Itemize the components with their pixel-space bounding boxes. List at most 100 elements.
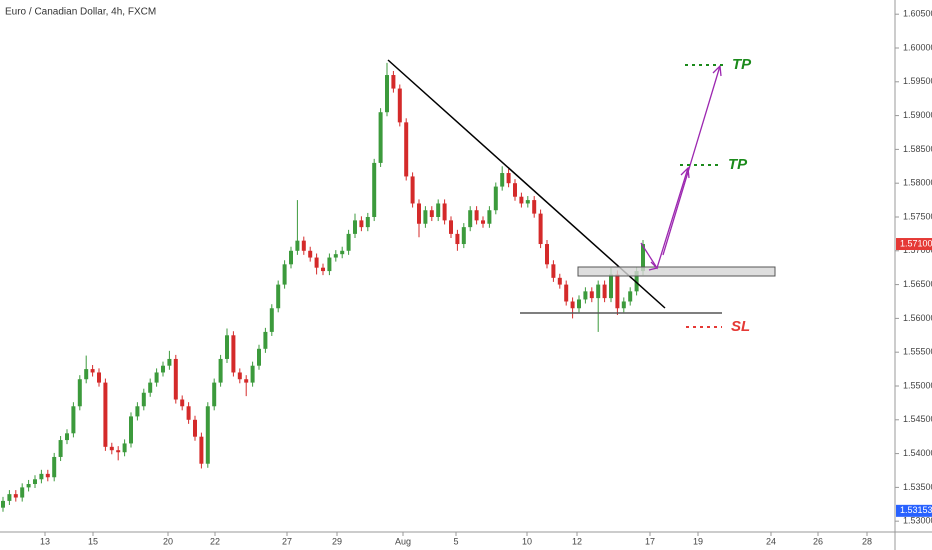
candle-body xyxy=(609,274,613,299)
candle-body xyxy=(493,186,498,211)
zone-box xyxy=(577,266,776,277)
candle-body xyxy=(449,220,453,234)
tp-label: TP xyxy=(732,56,752,73)
candle-body xyxy=(109,446,114,451)
candle-body xyxy=(161,365,165,373)
x-tick-label: Aug xyxy=(395,536,411,546)
candle-body xyxy=(621,301,626,309)
candle-body xyxy=(429,210,434,217)
candle-body xyxy=(90,369,95,373)
y-tick-label: 1.59000 xyxy=(903,110,932,120)
candle-body xyxy=(519,196,524,204)
candle-body xyxy=(442,203,447,221)
candle-body xyxy=(129,416,133,444)
candle-body xyxy=(474,210,479,221)
candle-body xyxy=(372,162,377,217)
candle-body xyxy=(269,308,274,332)
price-label-box xyxy=(896,504,932,517)
y-tick-label: 1.55500 xyxy=(903,347,932,357)
candle-body xyxy=(481,220,485,224)
y-tick-label: 1.54500 xyxy=(903,414,932,424)
x-tick-label: 19 xyxy=(693,536,703,546)
candle-body xyxy=(378,112,383,163)
candle-body xyxy=(641,244,645,272)
x-tick-label: 26 xyxy=(813,536,823,546)
candle-body xyxy=(615,274,620,309)
candle-body xyxy=(634,271,639,292)
chart-title: Euro / Canadian Dollar, 4h, FXCM xyxy=(5,7,156,18)
candle-body xyxy=(77,379,82,407)
price-label: 1.53153 xyxy=(900,505,932,515)
y-tick-label: 1.60500 xyxy=(903,9,932,19)
candle-body xyxy=(308,250,313,258)
plot xyxy=(1,62,645,512)
candle-body xyxy=(186,406,191,420)
candle-body xyxy=(321,267,325,272)
candle-body xyxy=(180,399,185,407)
candle-body xyxy=(500,173,505,187)
x-tick-label: 10 xyxy=(522,536,532,546)
candle-body xyxy=(557,277,562,285)
x-tick-label: 29 xyxy=(332,536,342,546)
candle-body xyxy=(84,369,89,380)
x-tick-label: 27 xyxy=(282,536,292,546)
arrowhead xyxy=(680,166,690,179)
candle-body xyxy=(455,233,460,245)
candle-body xyxy=(333,254,338,258)
candle-body xyxy=(436,203,441,217)
candle-body xyxy=(551,264,556,278)
y-tick-label: 1.53500 xyxy=(903,482,932,492)
candle-body xyxy=(276,284,281,309)
y-tick-label: 1.56500 xyxy=(903,279,932,289)
candle-body xyxy=(141,392,146,407)
y-tick-label: 1.57500 xyxy=(903,211,932,221)
candle-body xyxy=(173,358,178,400)
candle-body xyxy=(33,479,37,485)
y-tick-label: 1.54000 xyxy=(903,448,932,458)
x-tick-label: 12 xyxy=(572,536,582,546)
candle-body xyxy=(564,284,569,302)
candle-body xyxy=(154,372,159,383)
candle-body xyxy=(468,210,473,228)
candle-body xyxy=(385,75,389,113)
candle-body xyxy=(7,494,12,501)
arrow-path xyxy=(640,167,689,270)
candle-body xyxy=(525,200,530,204)
candle-body xyxy=(577,299,581,309)
x-tick-label: 20 xyxy=(163,536,173,546)
y-tick-label: 1.55000 xyxy=(903,380,932,390)
candle-body xyxy=(410,176,415,204)
candle-body xyxy=(39,473,44,480)
y-tick-label: 1.58000 xyxy=(903,178,932,188)
candle-body xyxy=(289,250,293,265)
candle-body xyxy=(538,213,543,245)
x-tick-label: 13 xyxy=(40,536,50,546)
candle-body xyxy=(45,473,50,478)
candle-body xyxy=(250,365,255,383)
candle-body xyxy=(346,233,351,251)
candle-body xyxy=(589,291,594,299)
candle-body xyxy=(570,301,575,309)
candle-body xyxy=(513,183,517,197)
y-tick-label: 1.56000 xyxy=(903,313,932,323)
candle-body xyxy=(461,227,466,245)
price-label-box xyxy=(896,238,932,251)
x-tick-label: 22 xyxy=(210,536,220,546)
candle-body xyxy=(103,382,108,447)
candle-body xyxy=(545,244,549,265)
candle-body xyxy=(282,264,287,285)
candle-body xyxy=(26,484,31,488)
candle-body xyxy=(20,487,25,498)
candle-body xyxy=(71,406,76,434)
x-tick-label: 28 xyxy=(862,536,872,546)
candle-body xyxy=(116,450,121,453)
candle-body xyxy=(596,284,601,299)
candle-body xyxy=(327,257,332,272)
candle-body xyxy=(257,348,261,366)
candle-body xyxy=(65,433,69,441)
candle-body xyxy=(295,240,300,251)
candle-body xyxy=(193,419,197,437)
candle-body xyxy=(359,220,364,228)
tp-label: TP xyxy=(728,156,748,173)
y-tick-label: 1.59500 xyxy=(903,76,932,86)
